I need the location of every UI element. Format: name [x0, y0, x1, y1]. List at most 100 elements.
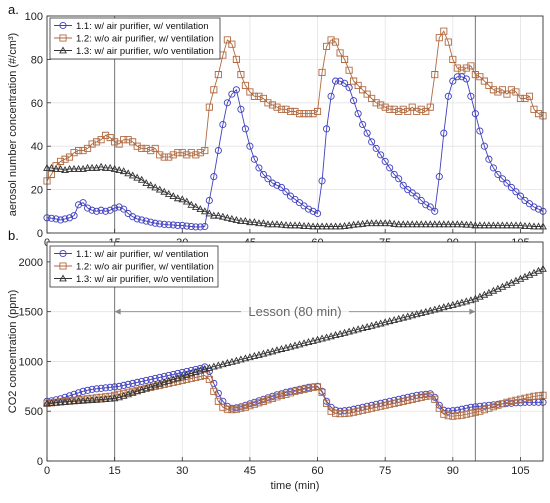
data-point — [200, 364, 209, 372]
data-point — [449, 407, 457, 415]
data-point — [146, 181, 155, 189]
data-point — [480, 402, 488, 410]
data-point — [214, 361, 223, 369]
data-point — [354, 110, 362, 118]
data-point — [444, 412, 452, 420]
data-point — [156, 151, 164, 159]
data-point — [426, 220, 435, 228]
data-point — [386, 164, 394, 172]
data-point — [327, 36, 335, 44]
data-point — [318, 334, 326, 342]
data-point — [304, 205, 313, 213]
data-point — [345, 66, 353, 74]
data-point — [507, 221, 516, 229]
data-point — [368, 138, 376, 146]
data-point — [390, 105, 398, 113]
data-point — [165, 221, 173, 229]
data-point — [440, 27, 448, 35]
data-point — [439, 220, 448, 228]
data-point — [291, 221, 299, 229]
data-point — [395, 175, 403, 183]
data-point — [61, 397, 69, 405]
data-point — [173, 194, 182, 202]
data-point — [322, 333, 331, 341]
data-point — [106, 133, 114, 142]
data-point — [345, 84, 353, 92]
data-point — [332, 409, 340, 417]
data-point — [457, 298, 466, 306]
legend-entry: 1.3: w/ air purifier, w/o ventilation — [76, 46, 214, 57]
arrowhead-left — [114, 308, 121, 315]
data-point — [359, 120, 367, 129]
x-tick-label: 60 — [311, 465, 323, 477]
data-point — [512, 221, 520, 229]
data-point — [74, 396, 83, 404]
data-point — [232, 356, 241, 364]
data-point — [336, 222, 344, 230]
data-point — [183, 222, 191, 230]
data-point — [295, 340, 304, 348]
data-point — [196, 223, 204, 231]
data-point — [97, 384, 105, 392]
data-point — [318, 68, 326, 76]
y-axis-label: CO2 concentration (ppm) — [7, 290, 19, 414]
y-tick-label: 1000 — [19, 356, 43, 368]
data-point — [462, 220, 471, 228]
data-point — [75, 201, 83, 209]
data-point — [466, 296, 475, 304]
data-point — [119, 167, 128, 175]
data-point — [439, 303, 448, 311]
data-point — [318, 177, 326, 185]
x-tick-label: 90 — [447, 465, 459, 477]
y-tick-label: 2000 — [19, 257, 43, 269]
data-point — [102, 384, 110, 392]
data-point — [313, 222, 322, 230]
x-tick-label: 75 — [379, 465, 391, 477]
data-point — [354, 220, 362, 228]
data-point — [250, 155, 258, 163]
data-point — [178, 221, 186, 229]
data-point — [498, 221, 507, 229]
data-point — [444, 92, 452, 100]
legend-marker — [59, 274, 67, 282]
data-point — [200, 207, 209, 215]
data-point — [350, 97, 358, 105]
data-point — [128, 171, 137, 179]
data-point — [151, 183, 160, 191]
x-axis-label: time (min) — [271, 480, 320, 492]
data-point — [431, 395, 439, 403]
x-tick-label: 45 — [244, 465, 256, 477]
data-point — [332, 77, 340, 85]
data-point — [273, 346, 281, 354]
data-point — [155, 379, 164, 387]
data-point — [115, 382, 123, 390]
data-point — [399, 313, 408, 321]
data-point — [485, 155, 493, 163]
data-point — [381, 103, 389, 111]
data-point — [282, 343, 290, 351]
data-point — [282, 221, 290, 229]
data-point — [300, 339, 308, 347]
data-point — [79, 396, 87, 404]
data-point — [61, 215, 69, 223]
legend-entry: 1.1: w/ air purifier, w/ ventilation — [76, 21, 209, 32]
data-point — [390, 170, 398, 178]
data-point — [205, 209, 214, 217]
data-point — [431, 207, 439, 215]
data-point — [137, 385, 146, 393]
data-point — [480, 221, 489, 229]
data-point — [381, 219, 390, 227]
panel-label: a. — [8, 2, 19, 17]
data-point — [471, 221, 480, 229]
data-point — [440, 129, 448, 137]
data-point — [70, 164, 78, 172]
data-point — [277, 220, 286, 228]
data-point — [237, 217, 245, 224]
data-point — [313, 335, 322, 343]
data-point — [84, 386, 92, 394]
data-point — [426, 392, 434, 400]
data-point — [129, 379, 137, 387]
data-point — [142, 384, 151, 392]
data-point — [489, 164, 497, 172]
data-point — [259, 94, 267, 103]
